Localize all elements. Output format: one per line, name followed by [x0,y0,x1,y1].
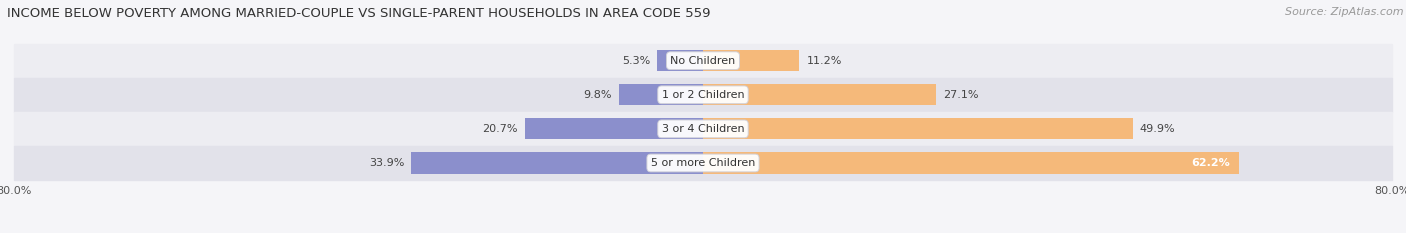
Bar [619,84,703,105]
Text: 33.9%: 33.9% [368,158,404,168]
Text: 9.8%: 9.8% [583,90,612,100]
Text: 62.2%: 62.2% [1191,158,1230,168]
Bar [524,118,703,140]
Bar [703,118,1133,140]
Text: 1 or 2 Children: 1 or 2 Children [662,90,744,100]
Text: Source: ZipAtlas.com: Source: ZipAtlas.com [1285,7,1403,17]
Text: 3 or 4 Children: 3 or 4 Children [662,124,744,134]
Bar [658,50,703,71]
Text: 5 or more Children: 5 or more Children [651,158,755,168]
Bar [703,84,936,105]
Text: 11.2%: 11.2% [807,56,842,66]
Text: 27.1%: 27.1% [943,90,979,100]
Bar [14,78,1392,112]
Text: INCOME BELOW POVERTY AMONG MARRIED-COUPLE VS SINGLE-PARENT HOUSEHOLDS IN AREA CO: INCOME BELOW POVERTY AMONG MARRIED-COUPL… [7,7,710,20]
Bar [411,152,703,174]
Bar [14,44,1392,78]
Text: No Children: No Children [671,56,735,66]
Bar [703,50,800,71]
Bar [14,146,1392,180]
Text: 20.7%: 20.7% [482,124,517,134]
Bar [14,112,1392,146]
Text: 49.9%: 49.9% [1140,124,1175,134]
Bar [703,152,1239,174]
Text: 5.3%: 5.3% [623,56,651,66]
